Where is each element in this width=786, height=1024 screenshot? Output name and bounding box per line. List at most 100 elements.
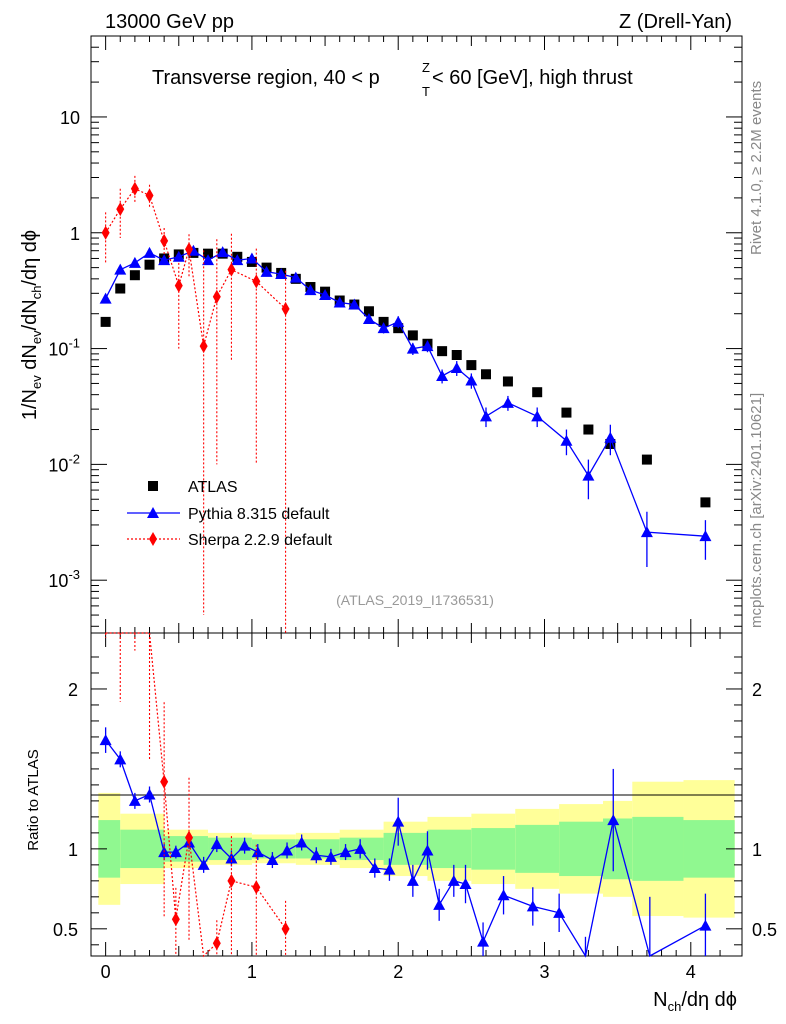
pythia-point <box>99 292 112 304</box>
ratio-band-inner <box>632 816 684 881</box>
pythia-point <box>531 410 544 422</box>
ratio-band-inner <box>98 820 121 878</box>
y-tick-label-main: 10-1 <box>48 336 80 360</box>
pythia-line <box>105 249 706 537</box>
ratio-pythia-point <box>143 788 156 800</box>
y-tick-label-main: 10-2 <box>48 451 80 475</box>
x-tick-label: 1 <box>247 962 257 982</box>
ratio-series-layer <box>99 632 712 958</box>
y-tick-label-ratio: 2 <box>68 680 78 700</box>
ratio-pythia-point <box>238 839 251 851</box>
legend-atlas-label: ATLAS <box>188 479 238 496</box>
pythia-point <box>333 296 346 308</box>
ratio-pythia-point <box>281 844 294 856</box>
ratio-sherpa-point <box>227 873 236 888</box>
ratio-sherpa-point <box>160 774 169 789</box>
pythia-point <box>143 246 156 258</box>
ratio-pythia-point <box>368 862 381 874</box>
ratio-sherpa-point <box>281 921 290 936</box>
ratio-sherpa-point <box>252 880 261 895</box>
ratio-band-inner <box>295 839 340 859</box>
pythia-point <box>582 469 595 481</box>
side-label-top: Rivet 4.1.0, ≥ 2.2M events <box>748 81 765 255</box>
y-axis-label-ratio: Ratio to ATLAS <box>25 749 42 850</box>
title-sub: T <box>422 84 430 99</box>
y-tick-label-ratio: 1 <box>68 840 78 860</box>
pythia-point <box>479 410 492 422</box>
sherpa-point <box>130 181 139 196</box>
pythia-point <box>275 268 288 280</box>
ratio-sherpa-point <box>171 912 180 927</box>
pythia-point <box>128 256 141 268</box>
analysis-tag: (ATLAS_2019_I1736531) <box>336 592 494 608</box>
x-tick-label: 2 <box>393 962 403 982</box>
plot-title: Transverse region, 40 < p Z T < 60 [GeV]… <box>152 60 633 99</box>
sherpa-line <box>105 187 287 347</box>
ratio-pythia-point <box>324 850 337 862</box>
x-tick-label: 0 <box>101 962 111 982</box>
ratio-band-inner <box>559 821 604 877</box>
atlas-point <box>115 283 126 294</box>
ratio-pythia-point <box>421 844 434 856</box>
energy-label: 13000 GeV pp <box>105 11 234 33</box>
sherpa-point <box>252 274 261 289</box>
y-tick-label-ratio-right: 2 <box>752 680 762 700</box>
pythia-point <box>231 254 244 266</box>
pythia-point <box>202 254 215 266</box>
pythia-point <box>560 434 573 446</box>
pythia-point <box>158 254 171 266</box>
ratio-sherpa-line <box>105 632 287 958</box>
ratio-pythia-point <box>128 794 141 806</box>
pythia-point <box>362 313 375 325</box>
ratio-band-inner <box>427 829 472 869</box>
title-sup: Z <box>422 60 430 75</box>
ratio-pythia-point <box>406 874 419 886</box>
sherpa-point <box>227 262 236 277</box>
ratio-pythia-point <box>607 814 620 826</box>
ratio-pythia-point <box>699 919 712 931</box>
pythia-point <box>172 250 185 262</box>
legend-sherpa-marker <box>149 532 157 546</box>
pythia-point <box>699 530 712 542</box>
sherpa-point <box>174 278 183 293</box>
pythia-point <box>421 340 434 352</box>
sherpa-point <box>116 202 125 217</box>
sherpa-point <box>101 225 110 240</box>
main-series-layer <box>99 175 712 633</box>
x-tick-label: 4 <box>686 962 696 982</box>
y-tick-label-main: 10-3 <box>48 567 80 591</box>
title-main: Transverse region, 40 < p <box>152 67 380 89</box>
pythia-point <box>436 369 449 381</box>
atlas-point <box>451 350 462 361</box>
sherpa-point <box>145 188 154 203</box>
pythia-point <box>501 396 514 408</box>
ratio-pythia-point <box>459 878 472 890</box>
process-label: Z (Drell-Yan) <box>619 11 732 33</box>
ratio-sherpa-point <box>185 830 194 845</box>
legend-pythia-label: Pythia 8.315 default <box>188 506 330 523</box>
ratio-pythia-point <box>433 898 446 910</box>
pythia-point <box>289 271 302 283</box>
atlas-point <box>378 316 389 327</box>
y-tick-label-ratio-right: 0.5 <box>752 920 777 940</box>
x-axis-label: Nch/dη dϕ <box>653 989 737 1014</box>
ratio-pythia-point <box>251 846 264 858</box>
ratio-pythia-point <box>526 900 539 912</box>
atlas-point <box>532 387 543 398</box>
ratio-pythia-point <box>383 863 396 875</box>
sherpa-point <box>160 233 169 248</box>
ratio-pythia-point <box>197 858 210 870</box>
title-rest: < 60 [GeV], high thrust <box>432 67 633 89</box>
x-tick-label: 3 <box>539 962 549 982</box>
ratio-pythia-point <box>266 854 279 866</box>
ratio-sherpa-point <box>212 936 221 951</box>
side-label-bottom: mcplots.cern.ch [arXiv:2401.10621] <box>748 393 765 628</box>
atlas-point <box>583 424 594 435</box>
ratio-band-inner <box>471 828 516 870</box>
pythia-point <box>465 374 478 386</box>
atlas-point <box>100 316 111 327</box>
sherpa-point <box>199 339 208 354</box>
atlas-point <box>561 407 572 418</box>
pythia-point <box>377 322 390 334</box>
pythia-point <box>640 526 653 538</box>
